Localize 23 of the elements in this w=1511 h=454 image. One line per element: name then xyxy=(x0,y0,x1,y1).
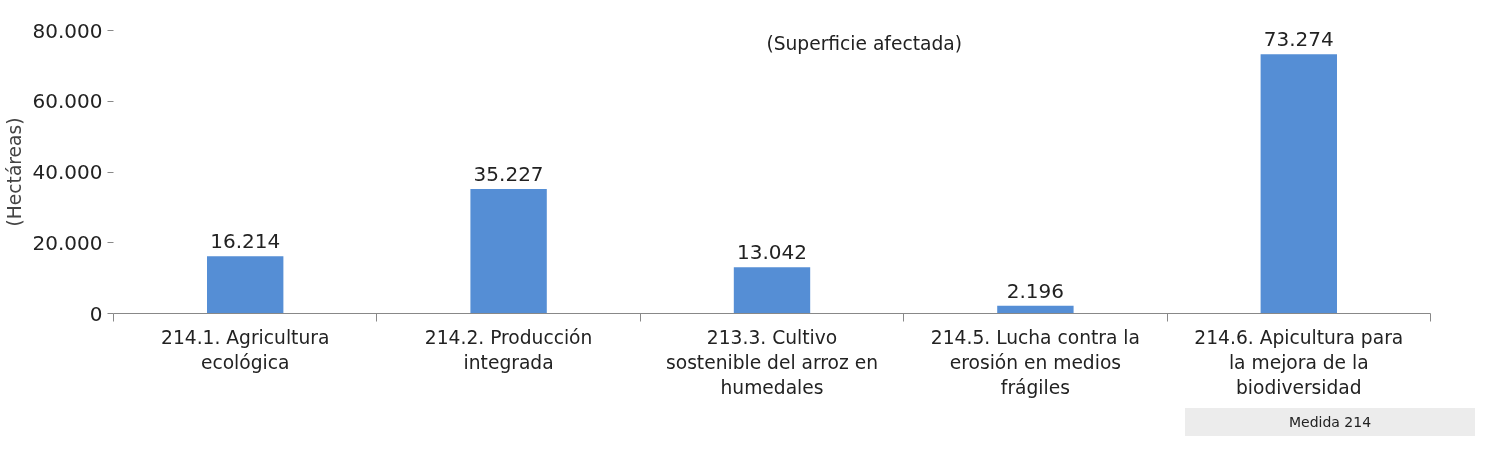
y-tick-label: 0 xyxy=(89,301,103,326)
y-axis-title: (Hectáreas) xyxy=(3,117,25,227)
x-tick-label: 214.1. Agricultura ecológica xyxy=(161,326,330,373)
bar xyxy=(733,267,811,314)
y-tick-label: 80.000 xyxy=(32,18,103,43)
data-label: 2.196 xyxy=(1006,278,1065,303)
chart-title: (Superficie afectada) xyxy=(766,32,962,54)
data-label: 13.042 xyxy=(737,240,807,265)
y-tick-label: 40.000 xyxy=(32,160,103,184)
x-tick-label: 214.2. Producción integrada xyxy=(424,326,593,373)
data-label: 73.274 xyxy=(1263,27,1334,52)
data-label: 16.214 xyxy=(210,229,281,254)
text: Medida 214 xyxy=(1185,408,1475,436)
bar xyxy=(997,305,1074,314)
bar xyxy=(1260,54,1337,314)
bar xyxy=(207,256,284,314)
bar xyxy=(470,188,547,314)
x-tick-label: 214.6. Apicultura para la mejora de la biodiversidad xyxy=(1194,326,1404,398)
y-tick-label: 20.000 xyxy=(32,230,103,255)
data-label: 35.227 xyxy=(473,161,544,186)
x-tick-label: 214.5. Lucha contra la erosión en medios frágiles xyxy=(930,326,1140,398)
y-tick-label: 60.000 xyxy=(32,89,103,114)
x-tick-label: 213.3. Cultivo sostenible del arroz en humedales xyxy=(666,326,878,398)
